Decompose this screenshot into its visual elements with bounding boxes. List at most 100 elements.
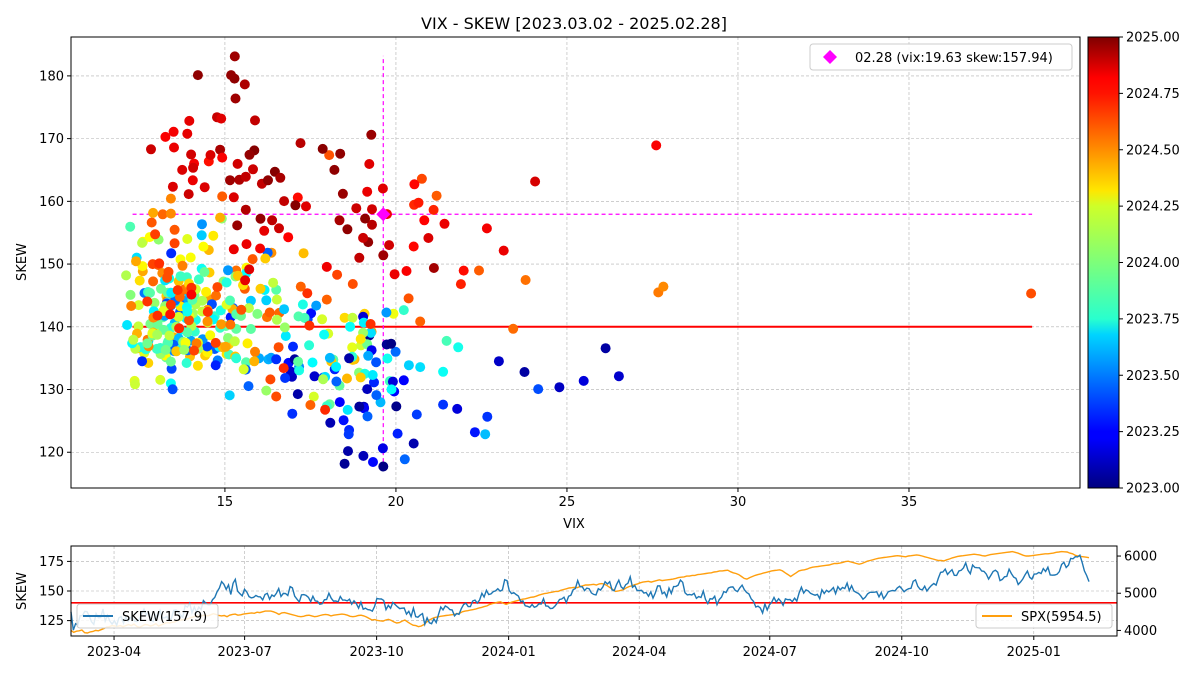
scatter-point [145,287,155,298]
scatter-point [184,315,194,326]
scatter-point [324,352,335,363]
skew-legend: SKEW(157.9) [76,603,219,629]
scatter-point [217,191,228,202]
scatter-point [202,306,213,317]
scatter-point [224,390,235,401]
scatter-point [225,175,235,186]
scatter-point [130,379,140,390]
scatter-legend-box [809,43,1073,71]
legend-diamond-marker [823,50,837,64]
scatter-point [317,143,328,154]
scatter-point [366,129,377,140]
scatter-point [366,327,376,338]
colorbar-tick-label: 2024.25 [1126,200,1180,215]
scatter-point [398,375,409,386]
scatter-point [166,248,177,259]
scatter-point [332,269,343,280]
scatter-point [172,285,183,296]
scatter-x-tick-label: 20 [388,495,405,510]
scatter-point [600,343,611,354]
scatter-point [438,399,449,410]
scatter-point [182,327,193,338]
scatter-point [386,384,397,395]
scatter-point [554,382,565,393]
scatter-point [216,113,227,124]
scatter-y-tick-label: 140 [39,320,64,335]
scatter-point [399,454,410,465]
scatter-point [202,341,213,352]
scatter-point [345,321,356,332]
scatter-point [469,427,480,438]
scatter-point [220,341,231,352]
scatter-y-tick-label: 160 [39,195,64,210]
scatter-point [355,334,366,344]
scatter-point [302,288,313,299]
scatter-point [308,391,319,402]
scatter-point [493,356,504,367]
scatter-point [455,279,466,290]
scatter-point [181,358,192,368]
scatter-point [208,230,219,241]
scatter-point [230,93,241,104]
line-x-tick-label: 2024-07 [743,645,797,660]
scatter-point [309,371,320,382]
scatter-point [212,282,223,293]
scatter-point [391,401,402,412]
scatter-point [271,354,282,365]
scatter-point [347,342,358,353]
scatter-point [232,220,243,231]
scatter-point [482,411,493,422]
colorbar-tick-label: 2023.75 [1126,312,1180,327]
scatter-point [244,149,255,160]
scatter-point [249,356,260,367]
scatter-point [354,401,365,412]
scatter-point [279,196,290,207]
scatter-points [121,51,1037,472]
scatter-point [287,408,298,419]
scatter-x-tick-label: 25 [559,495,576,510]
scatter-point [367,370,378,380]
scatter-point [169,238,180,249]
scatter-point [223,265,233,276]
scatter-point [210,337,221,348]
scatter-point [386,338,397,349]
scatter-point [142,296,153,307]
scatter-point [217,152,228,163]
scatter-point [519,367,530,377]
scatter-point [378,461,389,472]
scatter-point [458,265,469,276]
scatter-point [283,232,294,243]
scatter-point [320,404,331,415]
scatter-point [1026,288,1037,299]
legend-latest-label: 02.28 (vix:19.63 skew:157.94) [855,51,1053,66]
scatter-point [334,215,345,226]
scatter-point [452,403,463,414]
scatter-point [126,301,137,311]
scatter-point [347,312,358,323]
colorbar-tick-label: 2025.00 [1126,31,1180,46]
scatter-point [259,225,270,236]
scatter-point [265,374,276,385]
scatter-point [474,265,484,276]
colorbar-tick-label: 2023.00 [1126,482,1180,497]
scatter-y-tick-label: 130 [39,383,64,398]
scatter-point [198,241,209,252]
scatter-point [367,219,377,230]
scatter-point [290,200,301,211]
scatter-point [658,281,669,292]
scatter-point [239,79,250,90]
scatter-point [498,245,509,256]
scatter-point [453,342,464,353]
scatter-point [533,384,544,395]
scatter-point [174,323,185,334]
scatter-point [387,376,398,387]
scatter-point [240,204,251,215]
scatter-point [186,289,197,300]
scatter-point [188,162,199,173]
line-y-right-tick-label: 6000 [1124,550,1157,565]
scatter-point [413,197,424,208]
scatter-point [228,192,239,203]
scatter-point [199,182,210,193]
scatter-point [419,215,430,226]
scatter-point [177,260,188,271]
